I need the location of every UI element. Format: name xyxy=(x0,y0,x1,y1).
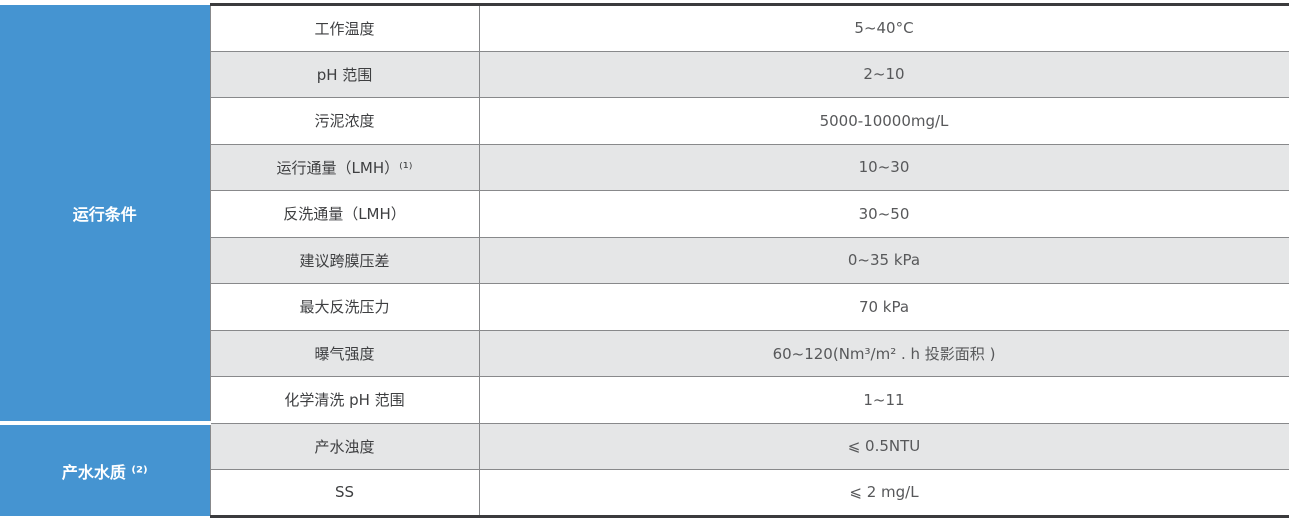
param-cell: 建议跨膜压差 xyxy=(209,236,480,284)
table-row: 运行条件 工作温度 5~40°C xyxy=(0,3,1289,423)
value-cell: 10~30 xyxy=(478,143,1289,191)
table-row: 污泥浓度 5000-10000mg/L xyxy=(0,97,1289,145)
value-cell: 30~50 xyxy=(478,190,1289,238)
value-cell: 70 kPa xyxy=(478,283,1289,331)
value-cell: 0~35 kPa xyxy=(478,236,1289,284)
table-row: 运行通量（LMH）⁽¹⁾ 10~30 xyxy=(0,143,1289,191)
table-row: 最大反洗压力 70 kPa xyxy=(0,283,1289,331)
table-row: 建议跨膜压差 0~35 kPa xyxy=(0,236,1289,284)
param-cell: 化学清洗 pH 范围 xyxy=(209,376,480,424)
param-cell: 反洗通量（LMH） xyxy=(209,190,480,238)
table-row: 产水水质 ⁽²⁾ 产水浊度 ⩽ 0.5NTU xyxy=(0,421,1289,516)
section-header-product-water-quality: 产水水质 ⁽²⁾ xyxy=(0,421,210,516)
param-cell: 产水浊度 xyxy=(209,422,480,470)
spec-table: 运行条件 工作温度 5~40°C pH 范围 2~10 污泥浓度 5000-10… xyxy=(0,3,1289,518)
value-cell: 2~10 xyxy=(478,50,1289,98)
section-header-operating-conditions: 运行条件 xyxy=(0,4,210,423)
value-cell: 1~11 xyxy=(478,376,1289,424)
table-row: SS ⩽ 2 mg/L xyxy=(0,469,1289,518)
param-cell: 运行通量（LMH）⁽¹⁾ xyxy=(209,143,480,191)
param-cell: SS xyxy=(209,469,480,518)
param-cell: 最大反洗压力 xyxy=(209,283,480,331)
table-row: 反洗通量（LMH） 30~50 xyxy=(0,190,1289,238)
param-cell: pH 范围 xyxy=(209,50,480,98)
param-cell: 曝气强度 xyxy=(209,329,480,377)
value-cell: 5~40°C xyxy=(478,3,1289,52)
value-cell: 5000-10000mg/L xyxy=(478,97,1289,145)
table-row: 曝气强度 60~120(Nm³/m² . h 投影面积 ) xyxy=(0,329,1289,377)
value-cell: ⩽ 2 mg/L xyxy=(478,469,1289,518)
param-cell: 污泥浓度 xyxy=(209,97,480,145)
table-row: 化学清洗 pH 范围 1~11 xyxy=(0,376,1289,424)
value-cell: ⩽ 0.5NTU xyxy=(478,422,1289,470)
param-cell: 工作温度 xyxy=(209,3,480,52)
value-cell: 60~120(Nm³/m² . h 投影面积 ) xyxy=(478,329,1289,377)
